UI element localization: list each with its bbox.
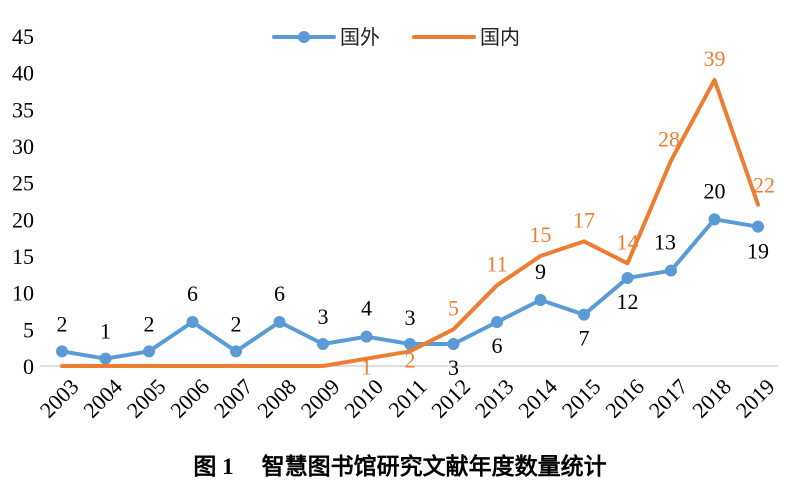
data-point-foreign <box>143 345 155 358</box>
figure-title: 智慧图书馆研究文献年度数量统计 <box>261 454 607 480</box>
legend-item-foreign-label: 国外 <box>340 25 380 49</box>
x-tick-label: 2013 <box>470 374 519 423</box>
data-label-foreign: 3 <box>405 305 416 330</box>
x-tick-label: 2017 <box>644 374 693 423</box>
data-label-domestic: 22 <box>753 173 775 198</box>
x-tick-label: 2016 <box>600 374 649 423</box>
data-label-foreign: 3 <box>318 304 329 329</box>
data-label-foreign: 9 <box>535 259 546 284</box>
data-point-foreign <box>621 272 634 284</box>
data-label-domestic: 1 <box>361 355 372 380</box>
x-tick-label: 2018 <box>687 374 736 423</box>
y-tick-label: 20 <box>12 207 34 232</box>
x-tick-label: 2005 <box>122 374 171 423</box>
x-tick-label: 2004 <box>78 374 127 423</box>
data-label-foreign: 20 <box>704 178 726 203</box>
x-tick-label: 2006 <box>165 374 214 423</box>
data-label-foreign: 2 <box>144 311 155 336</box>
data-point-foreign <box>491 316 503 328</box>
data-label-foreign: 6 <box>187 281 198 306</box>
data-label-domestic: 11 <box>486 251 507 276</box>
x-tick-label: 2007 <box>209 374 258 423</box>
x-tick-label: 2019 <box>731 374 780 423</box>
data-point-foreign <box>752 220 764 233</box>
data-point-foreign <box>317 338 329 350</box>
y-tick-label: 25 <box>12 171 34 196</box>
data-label-domestic: 5 <box>448 295 459 320</box>
data-label-foreign: 6 <box>492 333 503 358</box>
data-point-foreign <box>578 308 590 321</box>
x-tick-label: 2009 <box>296 374 345 423</box>
figure-number: 图 1 <box>193 454 234 479</box>
y-tick-label: 45 <box>12 24 34 49</box>
data-label-foreign: 7 <box>579 326 590 351</box>
data-label-domestic: 17 <box>573 207 595 232</box>
y-tick-label: 10 <box>12 281 34 306</box>
data-point-foreign <box>273 316 286 328</box>
data-label-foreign: 2 <box>57 311 68 336</box>
data-point-foreign <box>56 345 68 358</box>
x-tick-label: 2012 <box>426 374 475 423</box>
data-point-foreign <box>230 345 242 358</box>
data-point-foreign <box>447 338 460 350</box>
data-label-foreign: 2 <box>231 311 242 336</box>
data-label-foreign: 19 <box>747 239 769 264</box>
x-tick-label: 2015 <box>557 374 606 423</box>
y-tick-label: 30 <box>12 134 34 159</box>
data-label-domestic: 28 <box>658 127 680 152</box>
legend-item-foreign-marker <box>298 31 310 43</box>
y-tick-label: 40 <box>12 61 34 86</box>
data-label-domestic: 2 <box>405 347 416 372</box>
x-tick-label: 2011 <box>383 374 431 422</box>
data-label-domestic: 15 <box>530 222 552 247</box>
line-chart: 0510152025303540452003200420052006200720… <box>12 24 780 423</box>
x-tick-label: 2008 <box>252 374 301 423</box>
data-point-foreign <box>360 330 373 343</box>
data-point-foreign <box>99 352 112 365</box>
legend-item-domestic-label: 国内 <box>480 25 520 49</box>
figure-caption: 图 1 智慧图书馆研究文献年度数量统计 <box>0 447 800 481</box>
data-label-domestic: 14 <box>617 229 639 254</box>
data-label-foreign: 4 <box>361 296 372 321</box>
data-point-foreign <box>665 264 677 277</box>
data-point-foreign <box>404 338 416 350</box>
data-point-foreign <box>534 294 547 306</box>
data-point-foreign <box>186 316 199 328</box>
data-label-domestic: 39 <box>704 46 726 71</box>
x-tick-label: 2003 <box>35 374 84 423</box>
x-tick-label: 2010 <box>339 374 388 423</box>
x-tick-label: 2014 <box>513 374 562 423</box>
y-tick-label: 15 <box>12 244 34 269</box>
data-label-foreign: 6 <box>274 281 285 306</box>
series-line-domestic <box>60 78 760 368</box>
data-label-foreign: 13 <box>654 230 676 255</box>
data-label-foreign: 12 <box>617 289 639 314</box>
data-label-foreign: 3 <box>448 355 459 380</box>
y-tick-label: 0 <box>23 354 34 379</box>
y-tick-label: 5 <box>23 317 34 342</box>
data-label-foreign: 1 <box>100 319 111 344</box>
y-tick-label: 35 <box>12 97 34 122</box>
data-point-foreign <box>708 213 721 226</box>
